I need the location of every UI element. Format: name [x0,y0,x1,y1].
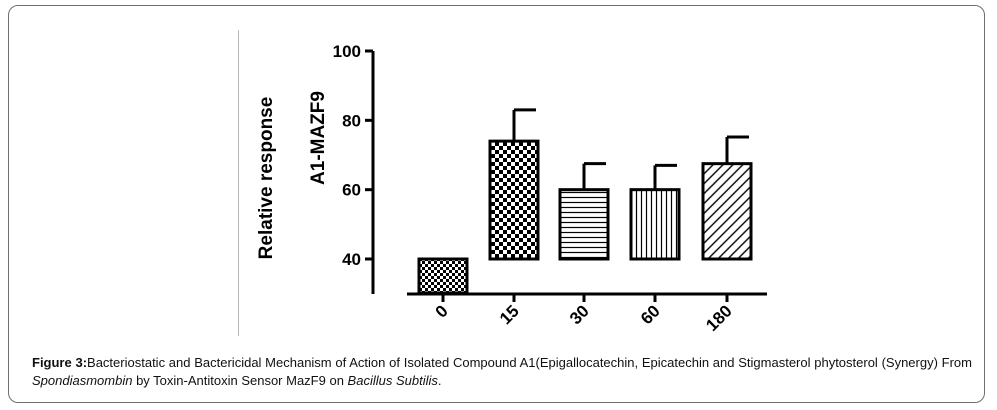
x-tick-label: 180 [702,301,735,334]
y-axis-label-line1: Relative response [256,97,277,260]
bar-30 [558,188,610,261]
figure-card: Relative response A1-MAZF9 40 60 80 100 0 15… [8,5,985,403]
caption-text-2: by Toxin-Antitoxin Sensor MazF9 on [132,373,348,388]
bar-15 [488,139,540,261]
x-tick-label: 30 [566,301,593,328]
caption-text-1: Bacteriostatic and Bactericidal Mechanis… [87,355,972,370]
y-tick-label: 100 [333,42,361,61]
bar-chart: Relative response A1-MAZF9 40 60 80 100 0 15… [256,42,767,335]
chart-panel: Relative response A1-MAZF9 40 60 80 100 0 15… [238,30,773,336]
bar-60 [629,188,681,261]
figure-caption: Figure 3:Bacteriostatic and Bactericidal… [32,354,972,390]
x-tick-label: 15 [496,301,523,328]
y-axis-label-line2: A1-MAZF9 [308,91,329,185]
bar-0 [417,257,469,295]
bar-180 [701,162,753,261]
y-tick-label: 60 [342,181,361,200]
caption-label: Figure 3: [32,355,88,370]
caption-italic-species: Spondiasmombin [32,373,133,388]
caption-text-3: . [437,373,442,388]
caption-italic-organism: Bacillus Subtilis [347,373,438,388]
x-tick-label: 60 [637,301,664,328]
y-tick-label: 80 [342,111,361,130]
y-tick-label: 40 [342,250,361,269]
x-tick-label: 0 [432,301,452,321]
